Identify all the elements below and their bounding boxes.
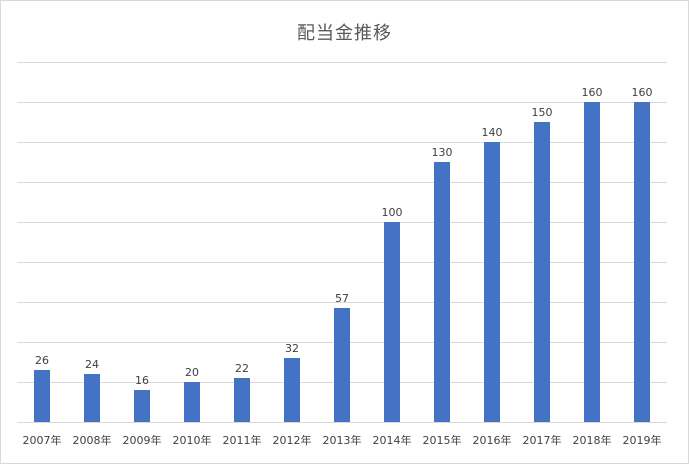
bars xyxy=(34,102,650,422)
bar xyxy=(84,374,100,422)
x-tick-label: 2017年 xyxy=(523,433,562,447)
bar xyxy=(584,102,600,422)
x-tick-labels: 2007年 2008年 2009年 2010年 2011年 2012年 2013年 2014年… xyxy=(23,433,662,447)
x-tick-label: 2016年 xyxy=(473,433,512,447)
x-tick-label: 2011年 xyxy=(223,433,262,447)
data-labels: 26 24 16 20 22 32 57 100 130 140 150 160 160 xyxy=(35,86,653,387)
data-label: 150 xyxy=(532,106,553,119)
chart-title: 配当金推移 xyxy=(297,23,392,44)
data-label: 24 xyxy=(85,358,99,371)
data-label: 160 xyxy=(632,86,653,99)
bar xyxy=(534,122,550,422)
data-label: 20 xyxy=(185,366,199,379)
data-label: 100 xyxy=(382,206,403,219)
x-tick-label: 2018年 xyxy=(573,433,612,447)
data-label: 130 xyxy=(432,146,453,159)
data-label: 160 xyxy=(582,86,603,99)
x-tick-label: 2008年 xyxy=(73,433,112,447)
bar xyxy=(334,308,350,422)
x-tick-label: 2015年 xyxy=(423,433,462,447)
x-tick-label: 2012年 xyxy=(273,433,312,447)
data-label: 140 xyxy=(482,126,503,139)
x-tick-label: 2010年 xyxy=(173,433,212,447)
x-tick-label: 2007年 xyxy=(23,433,62,447)
bar xyxy=(434,162,450,422)
x-tick-label: 2009年 xyxy=(123,433,162,447)
bar xyxy=(484,142,500,422)
data-label: 32 xyxy=(285,342,299,355)
bar xyxy=(184,382,200,422)
data-label: 16 xyxy=(135,374,149,387)
bar xyxy=(34,370,50,422)
bar xyxy=(134,390,150,422)
bar xyxy=(284,358,300,422)
bar xyxy=(234,378,250,422)
data-label: 57 xyxy=(335,292,349,305)
data-label: 22 xyxy=(235,362,249,375)
bar xyxy=(634,102,650,422)
data-label: 26 xyxy=(35,354,49,367)
x-tick-label: 2014年 xyxy=(373,433,412,447)
x-tick-label: 2013年 xyxy=(323,433,362,447)
x-tick-label: 2019年 xyxy=(623,433,662,447)
bar xyxy=(384,222,400,422)
